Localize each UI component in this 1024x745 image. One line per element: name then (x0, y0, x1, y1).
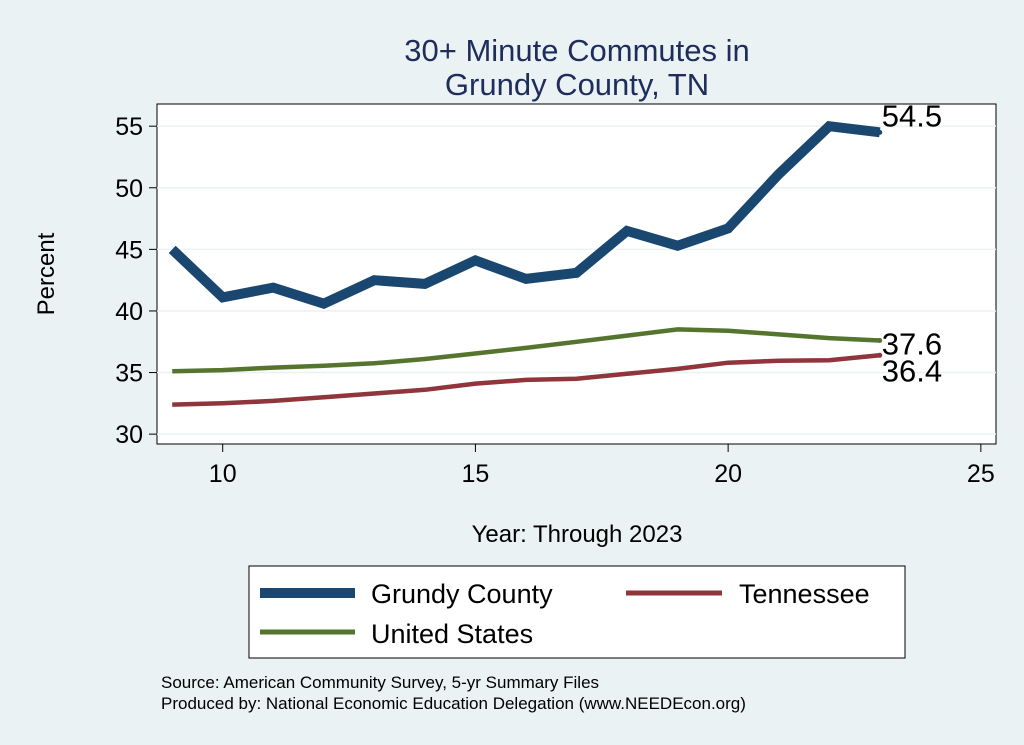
source-note: Source: American Community Survey, 5-yr … (161, 673, 599, 692)
y-tick-label-30: 30 (115, 421, 143, 449)
x-tick-label-25: 25 (967, 460, 995, 488)
series-line-united-states (172, 327, 880, 374)
y-tick-label-45: 45 (115, 236, 143, 264)
x-tick-label-15: 15 (462, 460, 490, 488)
y-tick-label-40: 40 (115, 298, 143, 326)
end-point-grundy-county (877, 129, 883, 135)
y-tick-label-55: 55 (115, 113, 143, 141)
chart-title-line-2: Grundy County, TN (445, 67, 709, 102)
legend-label-united-states: United States (371, 619, 533, 649)
chart-title-line-1: 30+ Minute Commutes in (404, 33, 749, 68)
x-tick-label-10: 10 (209, 460, 237, 488)
series-lines (168, 120, 883, 407)
end-point-united-states (877, 338, 883, 344)
series-line-grundy-county (168, 120, 881, 309)
x-axis-label: Year: Through 2023 (472, 521, 683, 548)
legend-label-tennessee: Tennessee (739, 579, 870, 609)
end-labels: 54.5 36.437.6 (882, 98, 942, 388)
end-point-tennessee (877, 352, 883, 358)
y-axis-label: Percent (33, 232, 60, 315)
x-axis: 10 15 20 25 (209, 444, 995, 488)
legend-box (248, 565, 906, 659)
y-tick-label-50: 50 (115, 175, 143, 203)
y-axis: 30 35 40 45 50 55 (115, 113, 157, 449)
end-label-grundy-county: 54.5 (882, 98, 942, 133)
x-tick-label-20: 20 (714, 460, 742, 488)
end-label-tennessee: 36.4 (882, 353, 942, 388)
series-line-tennessee (172, 353, 881, 407)
end-label-united-states: 37.6 (882, 327, 942, 362)
producer-note: Produced by: National Economic Education… (161, 694, 746, 713)
y-tick-label-35: 35 (115, 360, 143, 388)
legend-label-grundy-county: Grundy County (371, 579, 553, 609)
